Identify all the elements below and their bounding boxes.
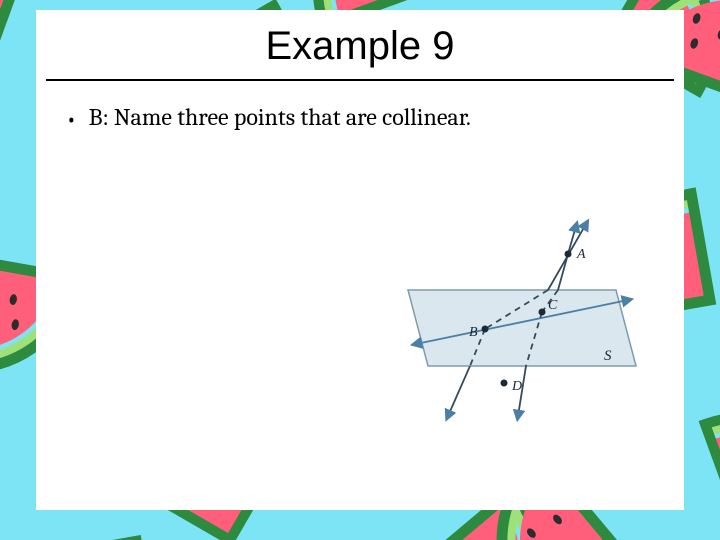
label-b: B [469, 325, 478, 340]
line-ac-seg1 [558, 254, 568, 290]
bullet-icon: • [66, 103, 77, 131]
point-d [501, 380, 508, 387]
line-bd-lower [448, 366, 470, 416]
label-plane-s: S [604, 348, 612, 364]
plane-s [408, 290, 636, 366]
question-row: • B: Name three points that are collinea… [36, 81, 684, 131]
point-b [482, 326, 489, 333]
geometry-figure: A B C D S [370, 218, 646, 424]
slide-title: Example 9 [46, 10, 674, 81]
slide-card: Example 9 • B: Name three points that ar… [36, 10, 684, 510]
label-c: C [548, 298, 558, 313]
point-a [565, 251, 572, 258]
label-a: A [576, 247, 586, 262]
point-c [539, 309, 546, 316]
label-d: D [511, 379, 522, 394]
question-text: B: Name three points that are collinear. [89, 103, 471, 131]
